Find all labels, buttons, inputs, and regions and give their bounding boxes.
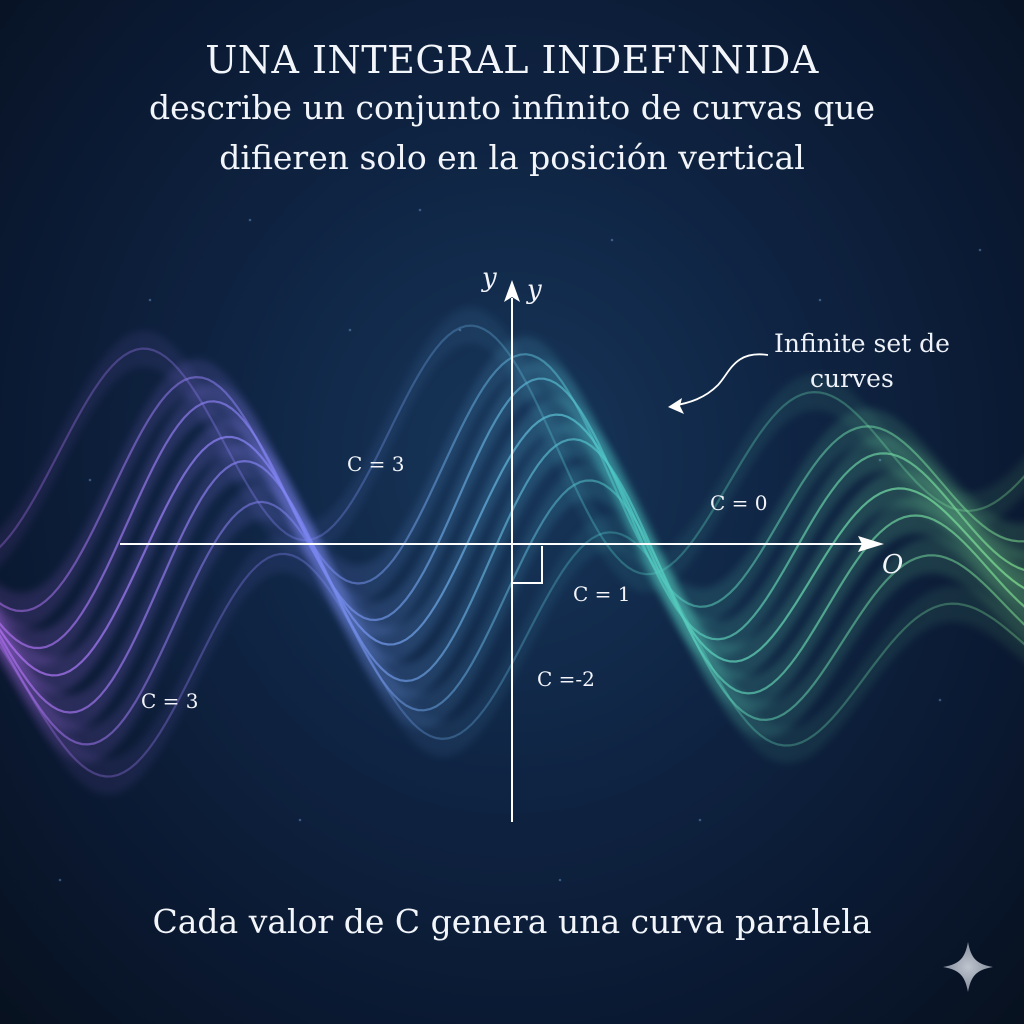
star bbox=[88, 478, 92, 482]
curve-label: C = 3 bbox=[141, 689, 199, 713]
star bbox=[58, 878, 62, 882]
curve-label: C = 0 bbox=[710, 491, 768, 515]
subtitle-line-2: difieren solo en la posición vertical bbox=[219, 138, 805, 177]
annotation-line-1: Infinite set de bbox=[774, 329, 950, 358]
star bbox=[978, 248, 982, 252]
annotation-arrow bbox=[671, 353, 769, 407]
star bbox=[698, 818, 702, 822]
subtitle-line-1: describe un conjunto infinito de curvas … bbox=[148, 88, 876, 127]
annotation-line-2: curves bbox=[810, 364, 894, 393]
footer-caption: Cada valor de C genera una curva paralel… bbox=[152, 902, 872, 941]
star bbox=[818, 298, 822, 302]
x-axis-end-label: O bbox=[882, 550, 903, 580]
curve-band bbox=[0, 421, 1024, 731]
star bbox=[298, 818, 302, 822]
y-axis-label-left: y bbox=[481, 263, 497, 293]
axes bbox=[120, 280, 884, 822]
y-axis-label-right: y bbox=[526, 275, 542, 305]
sparkle-icon bbox=[943, 942, 993, 992]
background-stars bbox=[58, 208, 982, 882]
y-axis-arrowhead bbox=[504, 280, 520, 302]
curve-band bbox=[0, 336, 1024, 629]
star bbox=[148, 298, 152, 302]
x-axis-arrowhead bbox=[858, 536, 884, 552]
page-title: UNA INTEGRAL INDEFNNIDA bbox=[205, 38, 819, 82]
curve-label: C = 3 bbox=[347, 452, 405, 476]
star bbox=[418, 208, 422, 212]
curve-label: C =-2 bbox=[537, 667, 595, 691]
star bbox=[558, 878, 562, 882]
star bbox=[938, 698, 942, 702]
star bbox=[610, 238, 614, 242]
annotation-arrowhead bbox=[668, 398, 684, 414]
star bbox=[248, 218, 252, 222]
curve-band bbox=[0, 462, 1024, 763]
star bbox=[348, 328, 352, 332]
curve-label: C = 1 bbox=[573, 582, 631, 606]
right-angle-marker bbox=[512, 546, 543, 584]
